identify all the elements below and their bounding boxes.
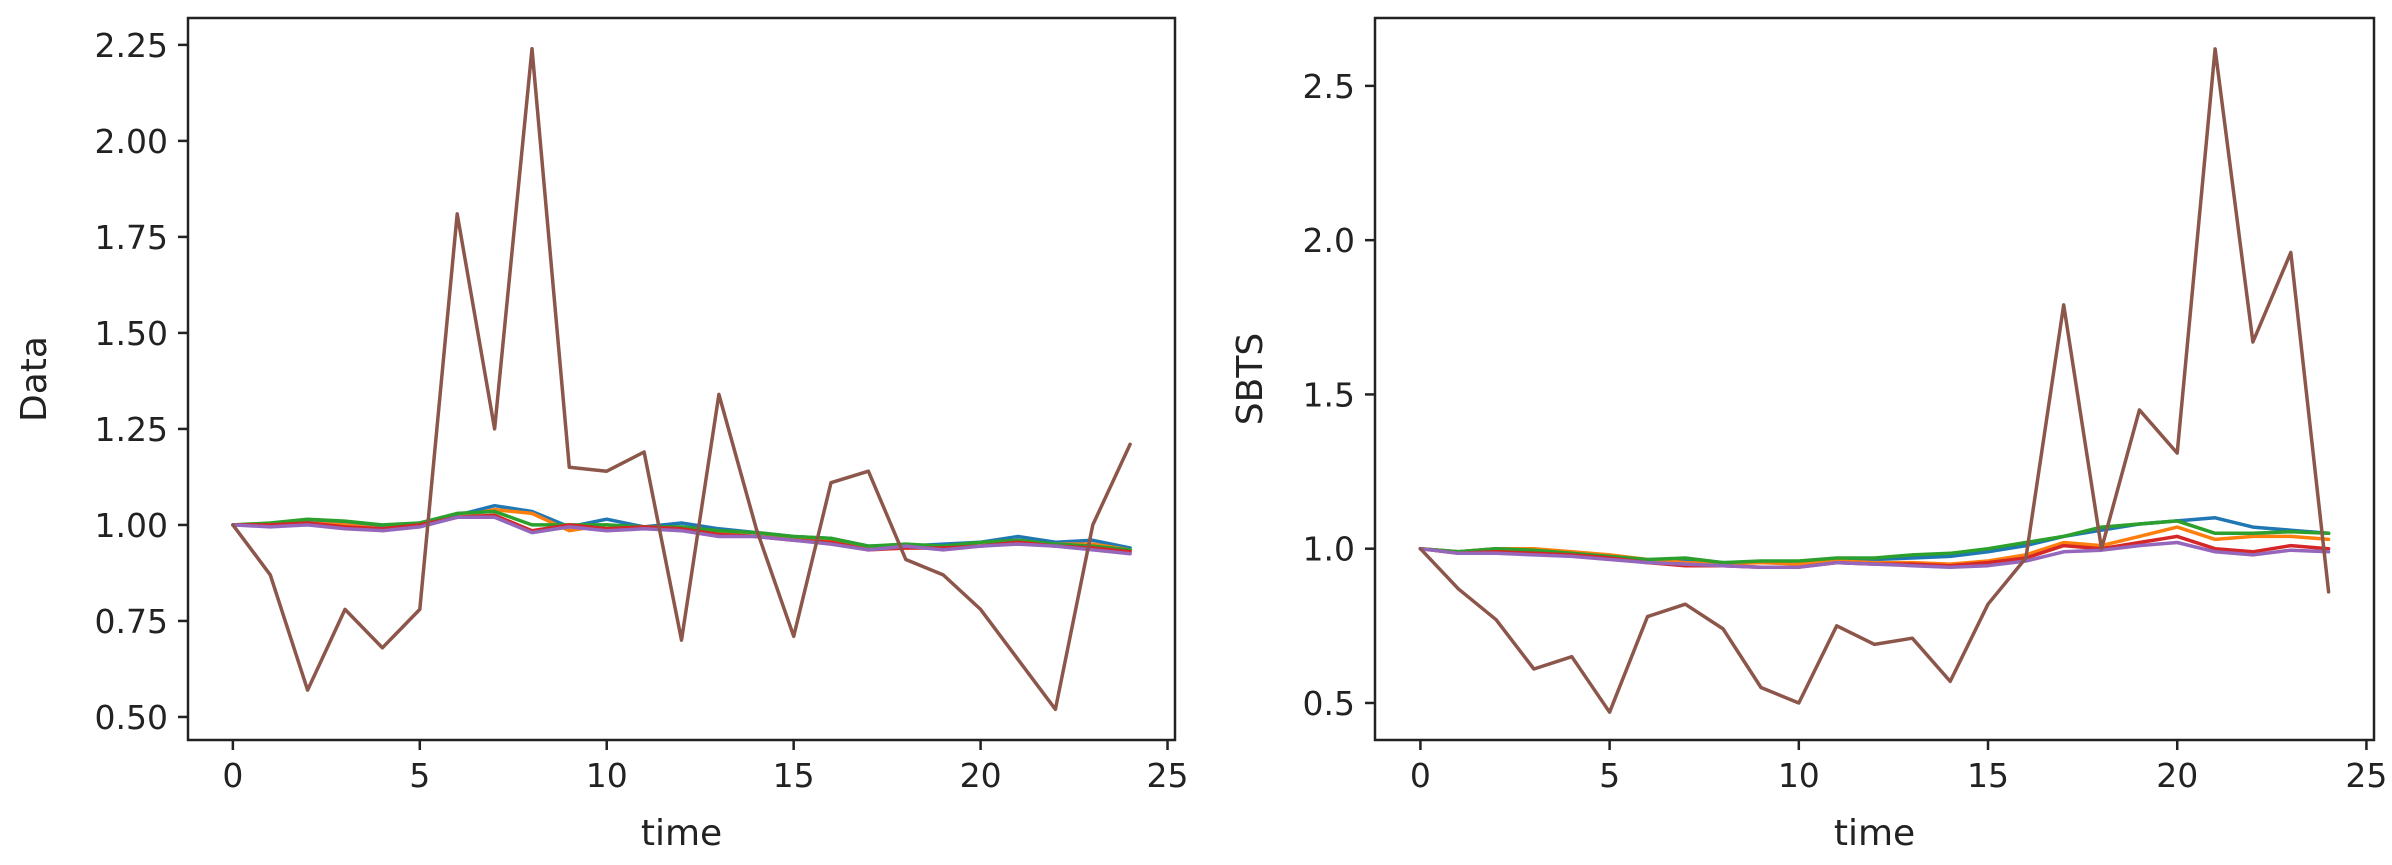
left-y-tick-label: 0.50 xyxy=(95,698,168,737)
left-y-tick-label: 0.75 xyxy=(95,602,168,641)
right-series-line-5 xyxy=(1418,540,2331,569)
right-y-tick-label: 1.0 xyxy=(1303,530,1355,569)
left-x-tick-label: 0 xyxy=(222,756,243,795)
left-y-tick-label: 1.25 xyxy=(95,410,168,449)
right-y-axis-label: SBTS xyxy=(1230,333,1271,425)
right-x-tick-label: 20 xyxy=(2156,756,2198,795)
right-plot-frame xyxy=(1373,16,2376,742)
right-x-tick-label: 25 xyxy=(2345,756,2387,795)
left-y-tick-label: 2.25 xyxy=(95,26,168,65)
left-x-tick-label: 25 xyxy=(1147,756,1189,795)
right-series-line-6 xyxy=(1418,47,2331,714)
right-x-tick-label: 10 xyxy=(1778,756,1820,795)
left-plot-frame xyxy=(186,16,1177,742)
left-x-tick-label: 20 xyxy=(960,756,1002,795)
left-y-tick-label: 2.00 xyxy=(95,122,168,161)
left-x-tick-label: 10 xyxy=(586,756,628,795)
right-x-tick-label: 0 xyxy=(1410,756,1431,795)
left-x-tick-label: 5 xyxy=(409,756,430,795)
right-x-tick-label: 5 xyxy=(1599,756,1620,795)
left-series-line-5 xyxy=(231,515,1132,556)
left-series-line-6 xyxy=(231,46,1132,712)
left-x-axis-label: time xyxy=(641,813,722,854)
left-y-axis-label: Data xyxy=(14,336,55,422)
right-y-tick-label: 1.5 xyxy=(1303,375,1355,414)
right-y-tick-label: 0.5 xyxy=(1303,684,1355,723)
left-y-tick-label: 1.50 xyxy=(95,314,168,353)
left-y-tick-label: 1.75 xyxy=(95,218,168,257)
right-x-axis-label: time xyxy=(1834,813,1915,854)
right-x-tick-label: 15 xyxy=(1967,756,2009,795)
left-x-tick-label: 15 xyxy=(773,756,815,795)
right-y-tick-label: 2.0 xyxy=(1303,221,1355,260)
left-series-line-3 xyxy=(231,509,1132,552)
right-y-tick-label: 2.5 xyxy=(1303,67,1355,106)
left-y-tick-label: 1.00 xyxy=(95,506,168,545)
